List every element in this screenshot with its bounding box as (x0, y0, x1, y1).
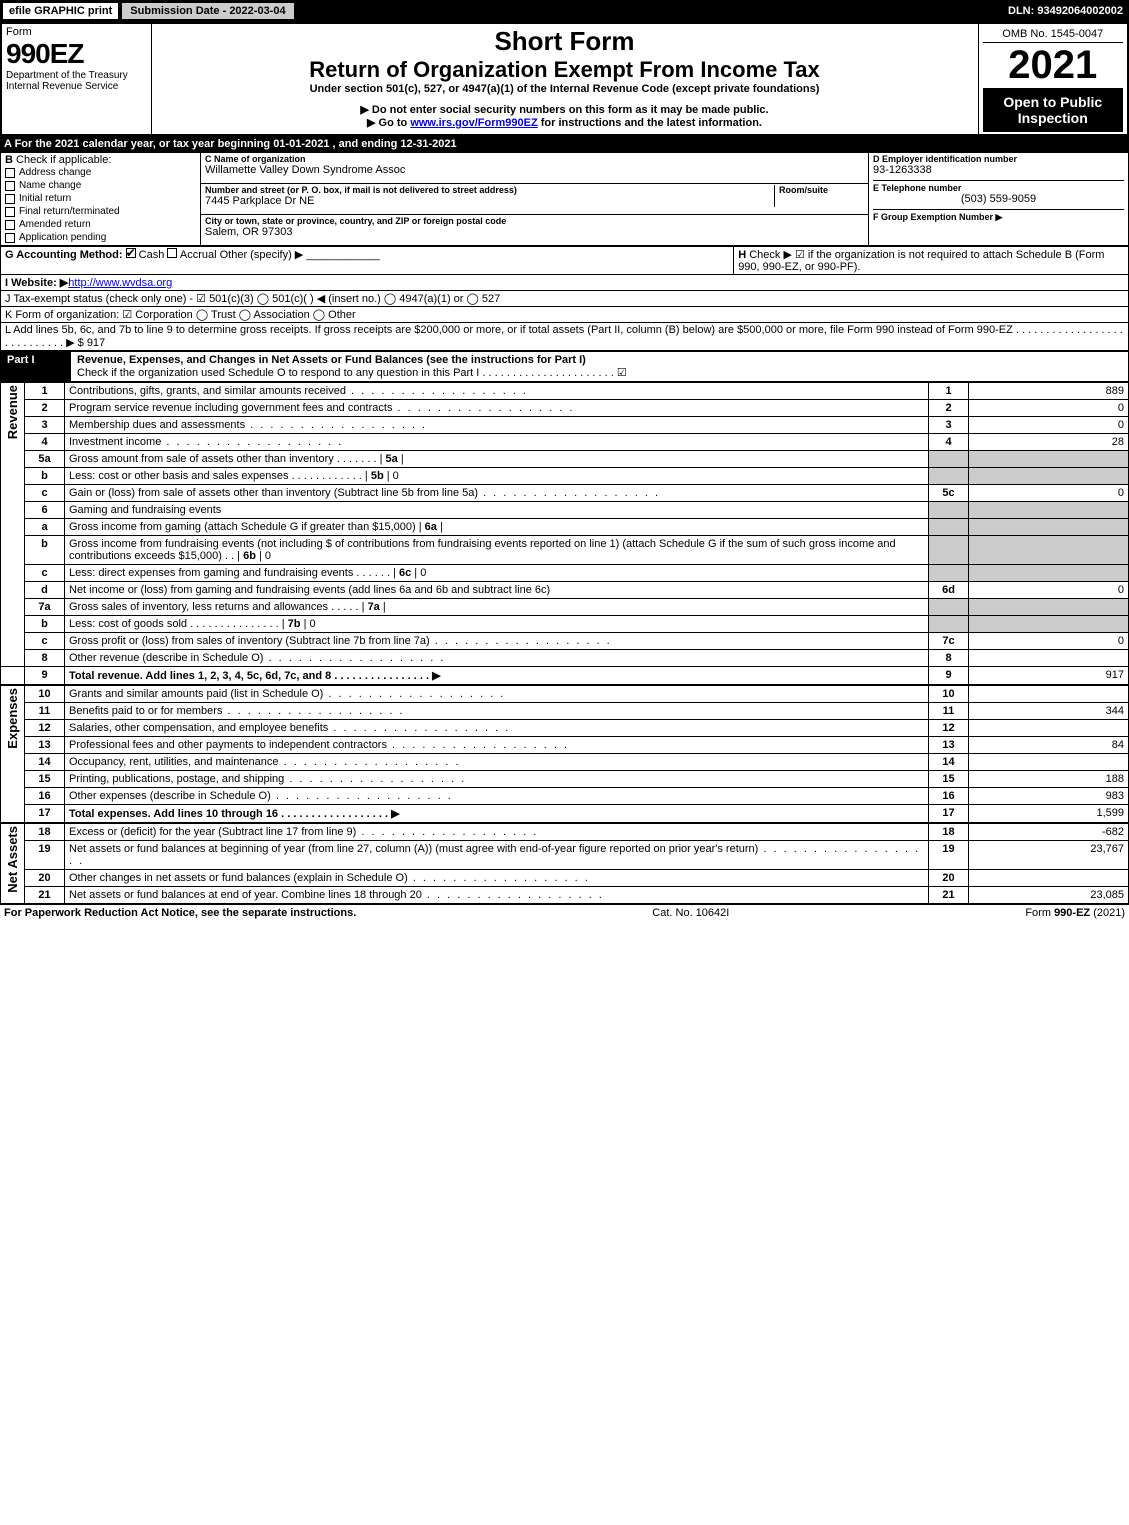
omb-number: OMB No. 1545-0047 (983, 26, 1124, 43)
revenue-table: Revenue 1Contributions, gifts, grants, a… (0, 382, 1129, 685)
part1-title: Revenue, Expenses, and Changes in Net As… (77, 354, 586, 366)
j-row: J Tax-exempt status (check only one) - ☑… (1, 291, 1129, 307)
part1-subtitle: Check if the organization used Schedule … (77, 367, 627, 379)
line-16-val: 983 (969, 788, 1129, 805)
e-label: E Telephone number (873, 180, 1124, 193)
check-final-return[interactable]: Final return/terminated (5, 205, 196, 218)
info-block: B Check if applicable: Address change Na… (0, 152, 1129, 246)
d-label: D Employer identification number (873, 154, 1124, 164)
f-label: F Group Exemption Number ▶ (873, 209, 1124, 223)
check-initial-return[interactable]: Initial return (5, 192, 196, 205)
phone-value: (503) 559-9059 (873, 193, 1124, 205)
line-12-val (969, 720, 1129, 737)
line-21-val: 23,085 (969, 887, 1129, 904)
revenue-vlabel: Revenue (5, 385, 20, 439)
under-section: Under section 501(c), 527, or 4947(a)(1)… (156, 83, 974, 95)
form-word: Form (6, 26, 147, 38)
return-title: Return of Organization Exempt From Incom… (156, 57, 974, 83)
dept-label: Department of the Treasury Internal Reve… (6, 70, 147, 92)
tax-year: 2021 (983, 43, 1124, 88)
line-8-val (969, 650, 1129, 667)
street-value: 7445 Parkplace Dr NE (205, 195, 774, 207)
org-name: Willamette Valley Down Syndrome Assoc (205, 164, 864, 176)
netassets-vlabel: Net Assets (5, 826, 20, 893)
room-label: Room/suite (779, 185, 864, 195)
line-3-val: 0 (969, 417, 1129, 434)
line-15-val: 188 (969, 771, 1129, 788)
irs-link[interactable]: www.irs.gov/Form990EZ (410, 117, 537, 129)
part1-label: Part I (1, 352, 71, 381)
check-application-pending[interactable]: Application pending (5, 231, 196, 244)
efile-label[interactable]: efile GRAPHIC print (3, 3, 118, 19)
line-1-val: 889 (969, 383, 1129, 400)
line-18-val: -682 (969, 824, 1129, 841)
line-5c-val: 0 (969, 485, 1129, 502)
ein-value: 93-1263338 (873, 164, 1124, 176)
line-7c-val: 0 (969, 633, 1129, 650)
city-label: City or town, state or province, country… (205, 216, 864, 226)
k-row: K Form of organization: ☑ Corporation ◯ … (1, 307, 1129, 323)
l-row: L Add lines 5b, 6c, and 7b to line 9 to … (1, 323, 1129, 351)
footer-right: Form 990-EZ (2021) (1025, 907, 1125, 919)
check-address-change[interactable]: Address change (5, 166, 196, 179)
line-11-val: 344 (969, 703, 1129, 720)
meta-block: G Accounting Method: Cash Accrual Other … (0, 246, 1129, 351)
cash-checkbox[interactable] (126, 248, 136, 258)
topbar: efile GRAPHIC print Submission Date - 20… (0, 0, 1129, 22)
dln-label: DLN: 93492064002002 (1008, 5, 1129, 17)
note-1: ▶ Do not enter social security numbers o… (156, 103, 974, 116)
expenses-vlabel: Expenses (5, 688, 20, 749)
c-label: C Name of organization (205, 154, 864, 164)
note-2: ▶ Go to www.irs.gov/Form990EZ for instru… (156, 116, 974, 129)
city-value: Salem, OR 97303 (205, 226, 864, 238)
netassets-table: Net Assets 18Excess or (deficit) for the… (0, 823, 1129, 904)
open-public: Open to Public Inspection (983, 88, 1124, 132)
expenses-table: Expenses 10Grants and similar amounts pa… (0, 685, 1129, 823)
check-name-change[interactable]: Name change (5, 179, 196, 192)
line-14-val (969, 754, 1129, 771)
submission-date: Submission Date - 2022-03-04 (121, 2, 294, 20)
line-4-val: 28 (969, 434, 1129, 451)
line-10-val (969, 686, 1129, 703)
accrual-checkbox[interactable] (167, 248, 177, 258)
form-number: 990EZ (6, 38, 147, 70)
line-2-val: 0 (969, 400, 1129, 417)
line-6d-val: 0 (969, 582, 1129, 599)
form-header: Form 990EZ Department of the Treasury In… (0, 22, 1129, 136)
footer-left: For Paperwork Reduction Act Notice, see … (4, 907, 356, 919)
website-link[interactable]: http://www.wvdsa.org (68, 277, 172, 289)
section-a: A For the 2021 calendar year, or tax yea… (0, 136, 1129, 152)
line-9-val: 917 (969, 667, 1129, 685)
page-footer: For Paperwork Reduction Act Notice, see … (0, 904, 1129, 921)
short-form-title: Short Form (156, 26, 974, 57)
line-19-val: 23,767 (969, 841, 1129, 870)
footer-center: Cat. No. 10642I (652, 907, 729, 919)
line-17-val: 1,599 (969, 805, 1129, 823)
h-text: Check ▶ ☑ if the organization is not req… (738, 249, 1104, 273)
street-label: Number and street (or P. O. box, if mail… (205, 185, 774, 195)
line-13-val: 84 (969, 737, 1129, 754)
line-20-val (969, 870, 1129, 887)
check-amended-return[interactable]: Amended return (5, 218, 196, 231)
